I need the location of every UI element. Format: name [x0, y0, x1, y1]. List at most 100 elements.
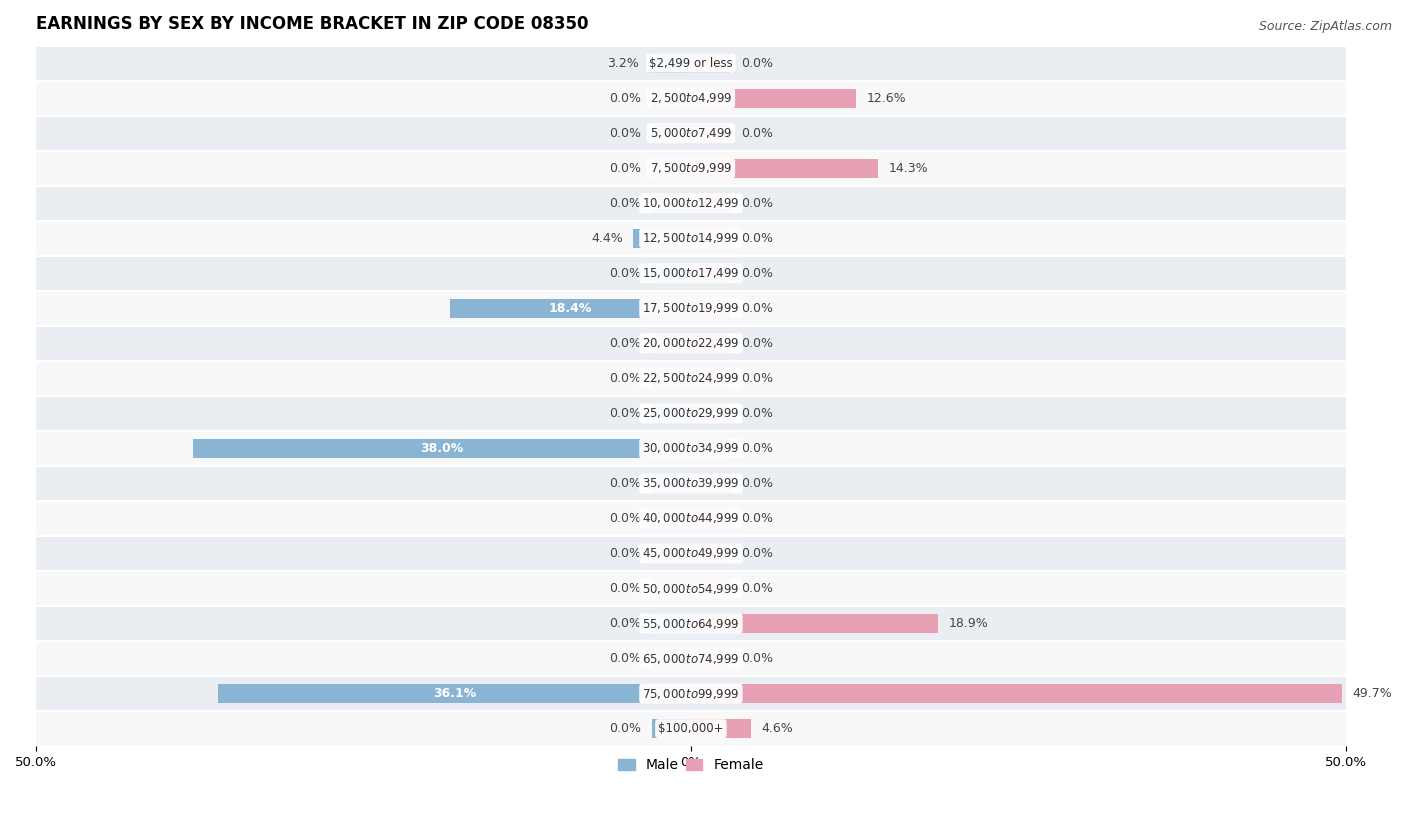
- Bar: [37, 185, 1346, 221]
- Text: $7,500 to $9,999: $7,500 to $9,999: [650, 161, 733, 176]
- Bar: [37, 431, 1346, 466]
- Bar: [690, 89, 856, 108]
- Text: 4.6%: 4.6%: [762, 722, 793, 735]
- Bar: [651, 369, 690, 388]
- Bar: [37, 221, 1346, 256]
- Text: $25,000 to $29,999: $25,000 to $29,999: [643, 406, 740, 420]
- Text: $10,000 to $12,499: $10,000 to $12,499: [643, 196, 740, 211]
- Bar: [651, 544, 690, 563]
- Bar: [37, 291, 1346, 326]
- Bar: [690, 124, 730, 143]
- Text: 0.0%: 0.0%: [609, 267, 641, 280]
- Text: $40,000 to $44,999: $40,000 to $44,999: [643, 511, 740, 525]
- Text: 0.0%: 0.0%: [741, 652, 773, 665]
- Text: 0.0%: 0.0%: [609, 92, 641, 105]
- Bar: [651, 89, 690, 108]
- Bar: [690, 228, 730, 248]
- Text: 0.0%: 0.0%: [741, 582, 773, 595]
- Text: 0.0%: 0.0%: [609, 582, 641, 595]
- Bar: [633, 228, 690, 248]
- Text: 0.0%: 0.0%: [609, 197, 641, 210]
- Bar: [690, 614, 938, 633]
- Text: 0.0%: 0.0%: [741, 337, 773, 350]
- Bar: [37, 46, 1346, 80]
- Text: 0.0%: 0.0%: [741, 232, 773, 245]
- Text: 0.0%: 0.0%: [741, 442, 773, 455]
- Text: $75,000 to $99,999: $75,000 to $99,999: [643, 687, 740, 701]
- Bar: [37, 361, 1346, 396]
- Bar: [37, 641, 1346, 676]
- Bar: [651, 333, 690, 353]
- Bar: [651, 159, 690, 178]
- Bar: [651, 263, 690, 283]
- Text: 0.0%: 0.0%: [741, 267, 773, 280]
- Text: $5,000 to $7,499: $5,000 to $7,499: [650, 126, 733, 140]
- Text: 0.0%: 0.0%: [609, 617, 641, 630]
- Bar: [37, 115, 1346, 150]
- Bar: [690, 719, 751, 738]
- Text: 0.0%: 0.0%: [609, 477, 641, 490]
- Bar: [651, 614, 690, 633]
- Bar: [37, 676, 1346, 711]
- Text: 0.0%: 0.0%: [741, 127, 773, 140]
- Bar: [690, 159, 879, 178]
- Bar: [651, 579, 690, 598]
- Text: $35,000 to $39,999: $35,000 to $39,999: [643, 476, 740, 490]
- Text: 3.2%: 3.2%: [607, 57, 638, 70]
- Bar: [690, 439, 730, 458]
- Bar: [690, 684, 1341, 703]
- Text: 14.3%: 14.3%: [889, 162, 928, 175]
- Bar: [690, 369, 730, 388]
- Text: 36.1%: 36.1%: [433, 687, 477, 700]
- Bar: [37, 606, 1346, 641]
- Bar: [690, 263, 730, 283]
- Bar: [690, 509, 730, 528]
- Text: 0.0%: 0.0%: [609, 652, 641, 665]
- Bar: [37, 571, 1346, 606]
- Text: $45,000 to $49,999: $45,000 to $49,999: [643, 546, 740, 560]
- Text: $2,500 to $4,999: $2,500 to $4,999: [650, 91, 733, 105]
- Text: $15,000 to $17,499: $15,000 to $17,499: [643, 267, 740, 280]
- Bar: [193, 439, 690, 458]
- Bar: [690, 298, 730, 318]
- Text: 0.0%: 0.0%: [741, 302, 773, 315]
- Bar: [690, 649, 730, 668]
- Bar: [690, 474, 730, 493]
- Text: EARNINGS BY SEX BY INCOME BRACKET IN ZIP CODE 08350: EARNINGS BY SEX BY INCOME BRACKET IN ZIP…: [37, 15, 589, 33]
- Text: 0.0%: 0.0%: [609, 162, 641, 175]
- Bar: [37, 536, 1346, 571]
- Bar: [218, 684, 690, 703]
- Bar: [651, 474, 690, 493]
- Bar: [651, 404, 690, 423]
- Bar: [37, 326, 1346, 361]
- Text: 38.0%: 38.0%: [420, 442, 464, 455]
- Text: $17,500 to $19,999: $17,500 to $19,999: [643, 302, 740, 315]
- Text: 0.0%: 0.0%: [609, 407, 641, 420]
- Text: 49.7%: 49.7%: [1353, 687, 1392, 700]
- Text: 0.0%: 0.0%: [609, 337, 641, 350]
- Text: 0.0%: 0.0%: [609, 127, 641, 140]
- Text: 0.0%: 0.0%: [609, 547, 641, 560]
- Text: $20,000 to $22,499: $20,000 to $22,499: [643, 337, 740, 350]
- Bar: [651, 649, 690, 668]
- Text: $55,000 to $64,999: $55,000 to $64,999: [643, 616, 740, 631]
- Bar: [651, 193, 690, 213]
- Bar: [37, 466, 1346, 501]
- Text: 0.0%: 0.0%: [741, 407, 773, 420]
- Text: 18.9%: 18.9%: [949, 617, 988, 630]
- Text: 18.4%: 18.4%: [548, 302, 592, 315]
- Bar: [37, 711, 1346, 746]
- Text: 0.0%: 0.0%: [741, 372, 773, 385]
- Text: $50,000 to $54,999: $50,000 to $54,999: [643, 581, 740, 595]
- Bar: [651, 719, 690, 738]
- Legend: Male, Female: Male, Female: [613, 753, 769, 778]
- Bar: [690, 333, 730, 353]
- Text: 4.4%: 4.4%: [591, 232, 623, 245]
- Text: $30,000 to $34,999: $30,000 to $34,999: [643, 441, 740, 455]
- Bar: [651, 124, 690, 143]
- Bar: [450, 298, 690, 318]
- Text: 0.0%: 0.0%: [609, 512, 641, 525]
- Bar: [37, 150, 1346, 185]
- Text: $65,000 to $74,999: $65,000 to $74,999: [643, 651, 740, 666]
- Bar: [37, 256, 1346, 291]
